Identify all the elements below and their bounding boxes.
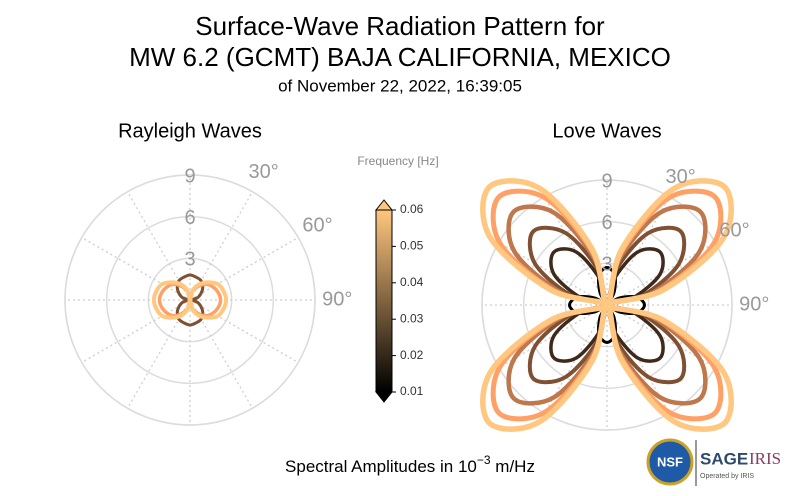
footer-sup: −3 (477, 453, 491, 467)
theta-tick-label: 60° (719, 220, 749, 242)
title-line: Surface-Wave Radiation Pattern for (195, 11, 605, 41)
r-tick-label: 6 (601, 212, 612, 234)
title-line: MW 6.2 (GCMT) BAJA CALIFORNIA, MEXICO (129, 42, 671, 72)
r-tick-label: 3 (601, 254, 612, 276)
colorbar-title: Frequency [Hz] (357, 154, 438, 168)
r-tick-label: 6 (184, 207, 195, 229)
operated-text: Operated by IRIS (700, 473, 754, 480)
angular-grid (81, 236, 191, 301)
radial-grid (105, 215, 275, 385)
colorbar-tick-label: 0.05 (400, 239, 424, 253)
r-tick-label: 9 (601, 170, 612, 192)
angular-grid (543, 304, 608, 414)
angular-grid (498, 241, 608, 306)
footer: Spectral Amplitudes in 10−3 m/Hz (285, 453, 535, 476)
radial-grid (522, 220, 692, 390)
pattern-curve (175, 273, 205, 327)
theta-tick-label: 90° (739, 293, 769, 315)
angular-grid (606, 304, 671, 414)
colorbar-tick-label: 0.03 (400, 311, 424, 325)
footer-text: Spectral Amplitudes in 10 (285, 457, 477, 476)
angular-grid (606, 304, 716, 369)
angular-grid (606, 241, 716, 306)
logos: NSF SAGE IRIS Operated by IRIS (646, 438, 781, 486)
colorbar-tick-label: 0.02 (400, 348, 424, 362)
sage-text: SAGE (700, 449, 748, 468)
radial-grid (481, 179, 733, 431)
radial-grid (64, 174, 316, 426)
theta-tick-label: 90° (322, 288, 352, 310)
angular-grid (498, 304, 608, 369)
iris-text: IRIS (749, 449, 781, 468)
pattern-curve (480, 178, 734, 432)
angular-grid (81, 299, 191, 364)
colorbar-extend-bottom (374, 391, 394, 403)
colorbar-tick-label: 0.01 (400, 384, 424, 398)
angular-grid (189, 236, 299, 301)
nsf-text: NSF (657, 454, 683, 469)
footer-after: m/Hz (491, 457, 535, 476)
panel-title: Love Waves (552, 120, 661, 142)
angular-grid (543, 196, 608, 306)
theta-tick-label: 60° (302, 215, 332, 237)
colorbar-tick-label: 0.04 (400, 275, 424, 289)
pattern-curve (151, 280, 229, 320)
pattern-curve (568, 266, 646, 344)
r-tick-label: 9 (184, 165, 195, 187)
angular-grid (189, 299, 299, 364)
subtitle: of November 22, 2022, 16:39:05 (278, 76, 522, 95)
colorbar-tick-label: 0.06 (400, 202, 424, 216)
panel-title: Rayleigh Waves (118, 120, 262, 142)
r-tick-label: 3 (184, 249, 195, 271)
colorbar-extend-top (374, 199, 394, 211)
theta-tick-label: 30° (248, 161, 278, 183)
nsf-logo (646, 438, 694, 486)
colorbar (375, 209, 393, 393)
angular-grid (606, 196, 671, 306)
theta-tick-label: 30° (665, 166, 695, 188)
